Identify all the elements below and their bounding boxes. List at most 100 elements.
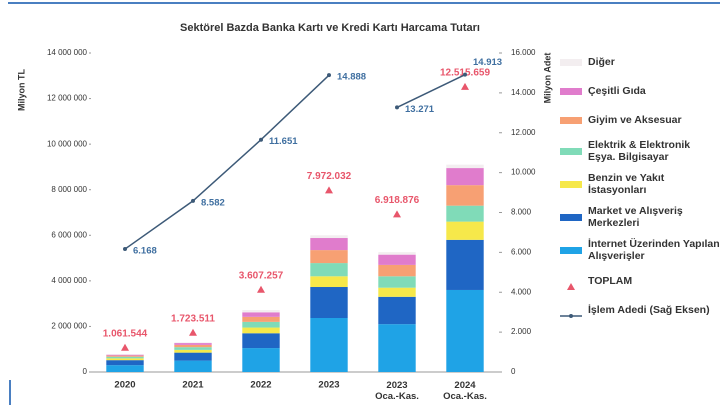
x-tick-label: 2024 Oca.-Kas.	[443, 380, 487, 402]
line-label: 11.651	[269, 136, 298, 147]
y2-tick-label: 10.000	[511, 168, 536, 177]
line	[396, 73, 466, 109]
bar-segment	[242, 333, 280, 349]
line-label: 8.582	[201, 197, 225, 208]
total-marker	[461, 82, 469, 90]
y-axis-title: Milyon TL	[16, 69, 26, 111]
bar-segment	[310, 235, 348, 239]
bar-segment	[174, 342, 212, 344]
y-tick-label: 6 000 000	[51, 230, 87, 239]
x-tick-label: 2022	[250, 380, 271, 391]
line-label: 14.913	[473, 57, 502, 68]
bar-segment	[378, 252, 416, 255]
total-marker	[189, 328, 197, 336]
bar-segment	[242, 348, 280, 372]
total-label: 6.918.876	[375, 195, 420, 206]
line-label: 6.168	[133, 246, 157, 257]
bar-segment	[310, 238, 348, 251]
y2-tick-label: 8.000	[511, 208, 532, 217]
y2-tick-label: 12.000	[511, 128, 536, 137]
bar-segment	[378, 264, 416, 277]
legend: Diğer Çeşitli Gıda Giyim ve Aksesuar Elektr…	[560, 52, 720, 329]
y-tick-label: 2 000 000	[51, 322, 87, 331]
bar-segment	[106, 360, 144, 366]
bar-segment	[446, 185, 484, 206]
bar-segment	[310, 263, 348, 277]
legend-label: Diğer	[588, 56, 615, 68]
line-point	[395, 105, 399, 110]
legend-item: Elektrik & Elektronik Eşya. Bilgisayar	[560, 139, 720, 163]
legend-label: Elektrik & Elektronik Eşya. Bilgisayar	[588, 139, 691, 163]
bar-segment	[378, 296, 416, 325]
legend-item: Diğer	[560, 52, 720, 72]
legend-label: İnternet Üzerinden Yapılan Alışverişler	[588, 238, 720, 262]
legend-label: TOPLAM	[588, 275, 633, 287]
y-tick-label: 4 000 000	[51, 276, 87, 285]
y2-tick-label: 6.000	[511, 247, 532, 256]
line-point	[327, 73, 331, 78]
y2-tick-label: 16.000	[511, 48, 536, 57]
bar-segment	[174, 352, 212, 361]
total-label: 3.607.257	[239, 270, 284, 281]
legend-label: Market ve Alışveriş Merkezleri	[588, 205, 683, 229]
bar-segment	[242, 312, 280, 317]
legend-item: Market ve Alışveriş Merkezleri	[560, 205, 720, 229]
legend-label: Giyim ve Aksesuar	[588, 114, 682, 126]
bar-segment	[378, 287, 416, 297]
total-label: 1.061.544	[103, 328, 148, 339]
bar-segment	[242, 316, 280, 322]
legend-item: Çeşitli Gıda	[560, 81, 720, 101]
x-tick-label: 2020	[114, 380, 135, 391]
bar-segment	[310, 287, 348, 318]
total-label: 1.723.511	[171, 313, 215, 324]
y-tick-label: 8 000 000	[51, 185, 87, 194]
bar-segment	[446, 164, 484, 169]
legend-item: İşlem Adedi (Sağ Eksen)	[560, 300, 720, 320]
y-tick-label: 0	[83, 367, 88, 376]
line-point	[463, 72, 467, 77]
y-tick-label: 10 000 000	[47, 139, 88, 148]
line-label: 13.271	[405, 104, 435, 115]
legend-label: İşlem Adedi (Sağ Eksen)	[588, 304, 710, 316]
chart-title: Sektörel Bazda Banka Kartı ve Kredi Kart…	[180, 22, 480, 34]
line-point	[123, 247, 127, 252]
legend-swatch	[560, 116, 582, 124]
bar-segment	[446, 168, 484, 186]
y2-tick-label: 2.000	[511, 327, 532, 336]
bar-segment	[242, 310, 280, 313]
legend-icon	[567, 282, 575, 290]
bar-segment	[310, 317, 348, 372]
bar-segment	[446, 239, 484, 290]
legend-item: İnternet Üzerinden Yapılan Alışverişler	[560, 238, 720, 262]
bar-segment	[378, 276, 416, 288]
bar-segment	[310, 250, 348, 264]
bar-segment	[242, 327, 280, 334]
legend-swatch	[560, 213, 582, 221]
total-marker	[257, 285, 265, 293]
legend-swatch	[560, 180, 582, 188]
total-marker	[325, 186, 333, 194]
y-tick-label: 12 000 000	[47, 94, 88, 103]
bar-segment	[378, 324, 416, 372]
legend-swatch	[560, 307, 582, 318]
bar-segment	[446, 205, 484, 222]
x-tick-label: 2021	[182, 380, 204, 391]
legend-swatch	[560, 58, 582, 66]
total-marker	[393, 210, 401, 218]
legend-swatch	[560, 87, 582, 95]
bar-segment	[106, 358, 144, 361]
bar-segment	[378, 254, 416, 265]
legend-item: Benzin ve Yakıt İstasyonları	[560, 172, 720, 196]
bar-segment	[242, 321, 280, 328]
y-tick-label: 14 000 000	[47, 48, 88, 57]
legend-icon	[560, 313, 582, 318]
y2-tick-label: 0	[511, 367, 516, 376]
legend-label: Benzin ve Yakıt İstasyonları	[588, 172, 665, 196]
bar-segment	[174, 344, 212, 348]
bar-segment	[446, 289, 484, 372]
line-point	[259, 137, 263, 142]
bar-segment	[106, 365, 144, 372]
total-label: 7.972.032	[307, 171, 352, 182]
